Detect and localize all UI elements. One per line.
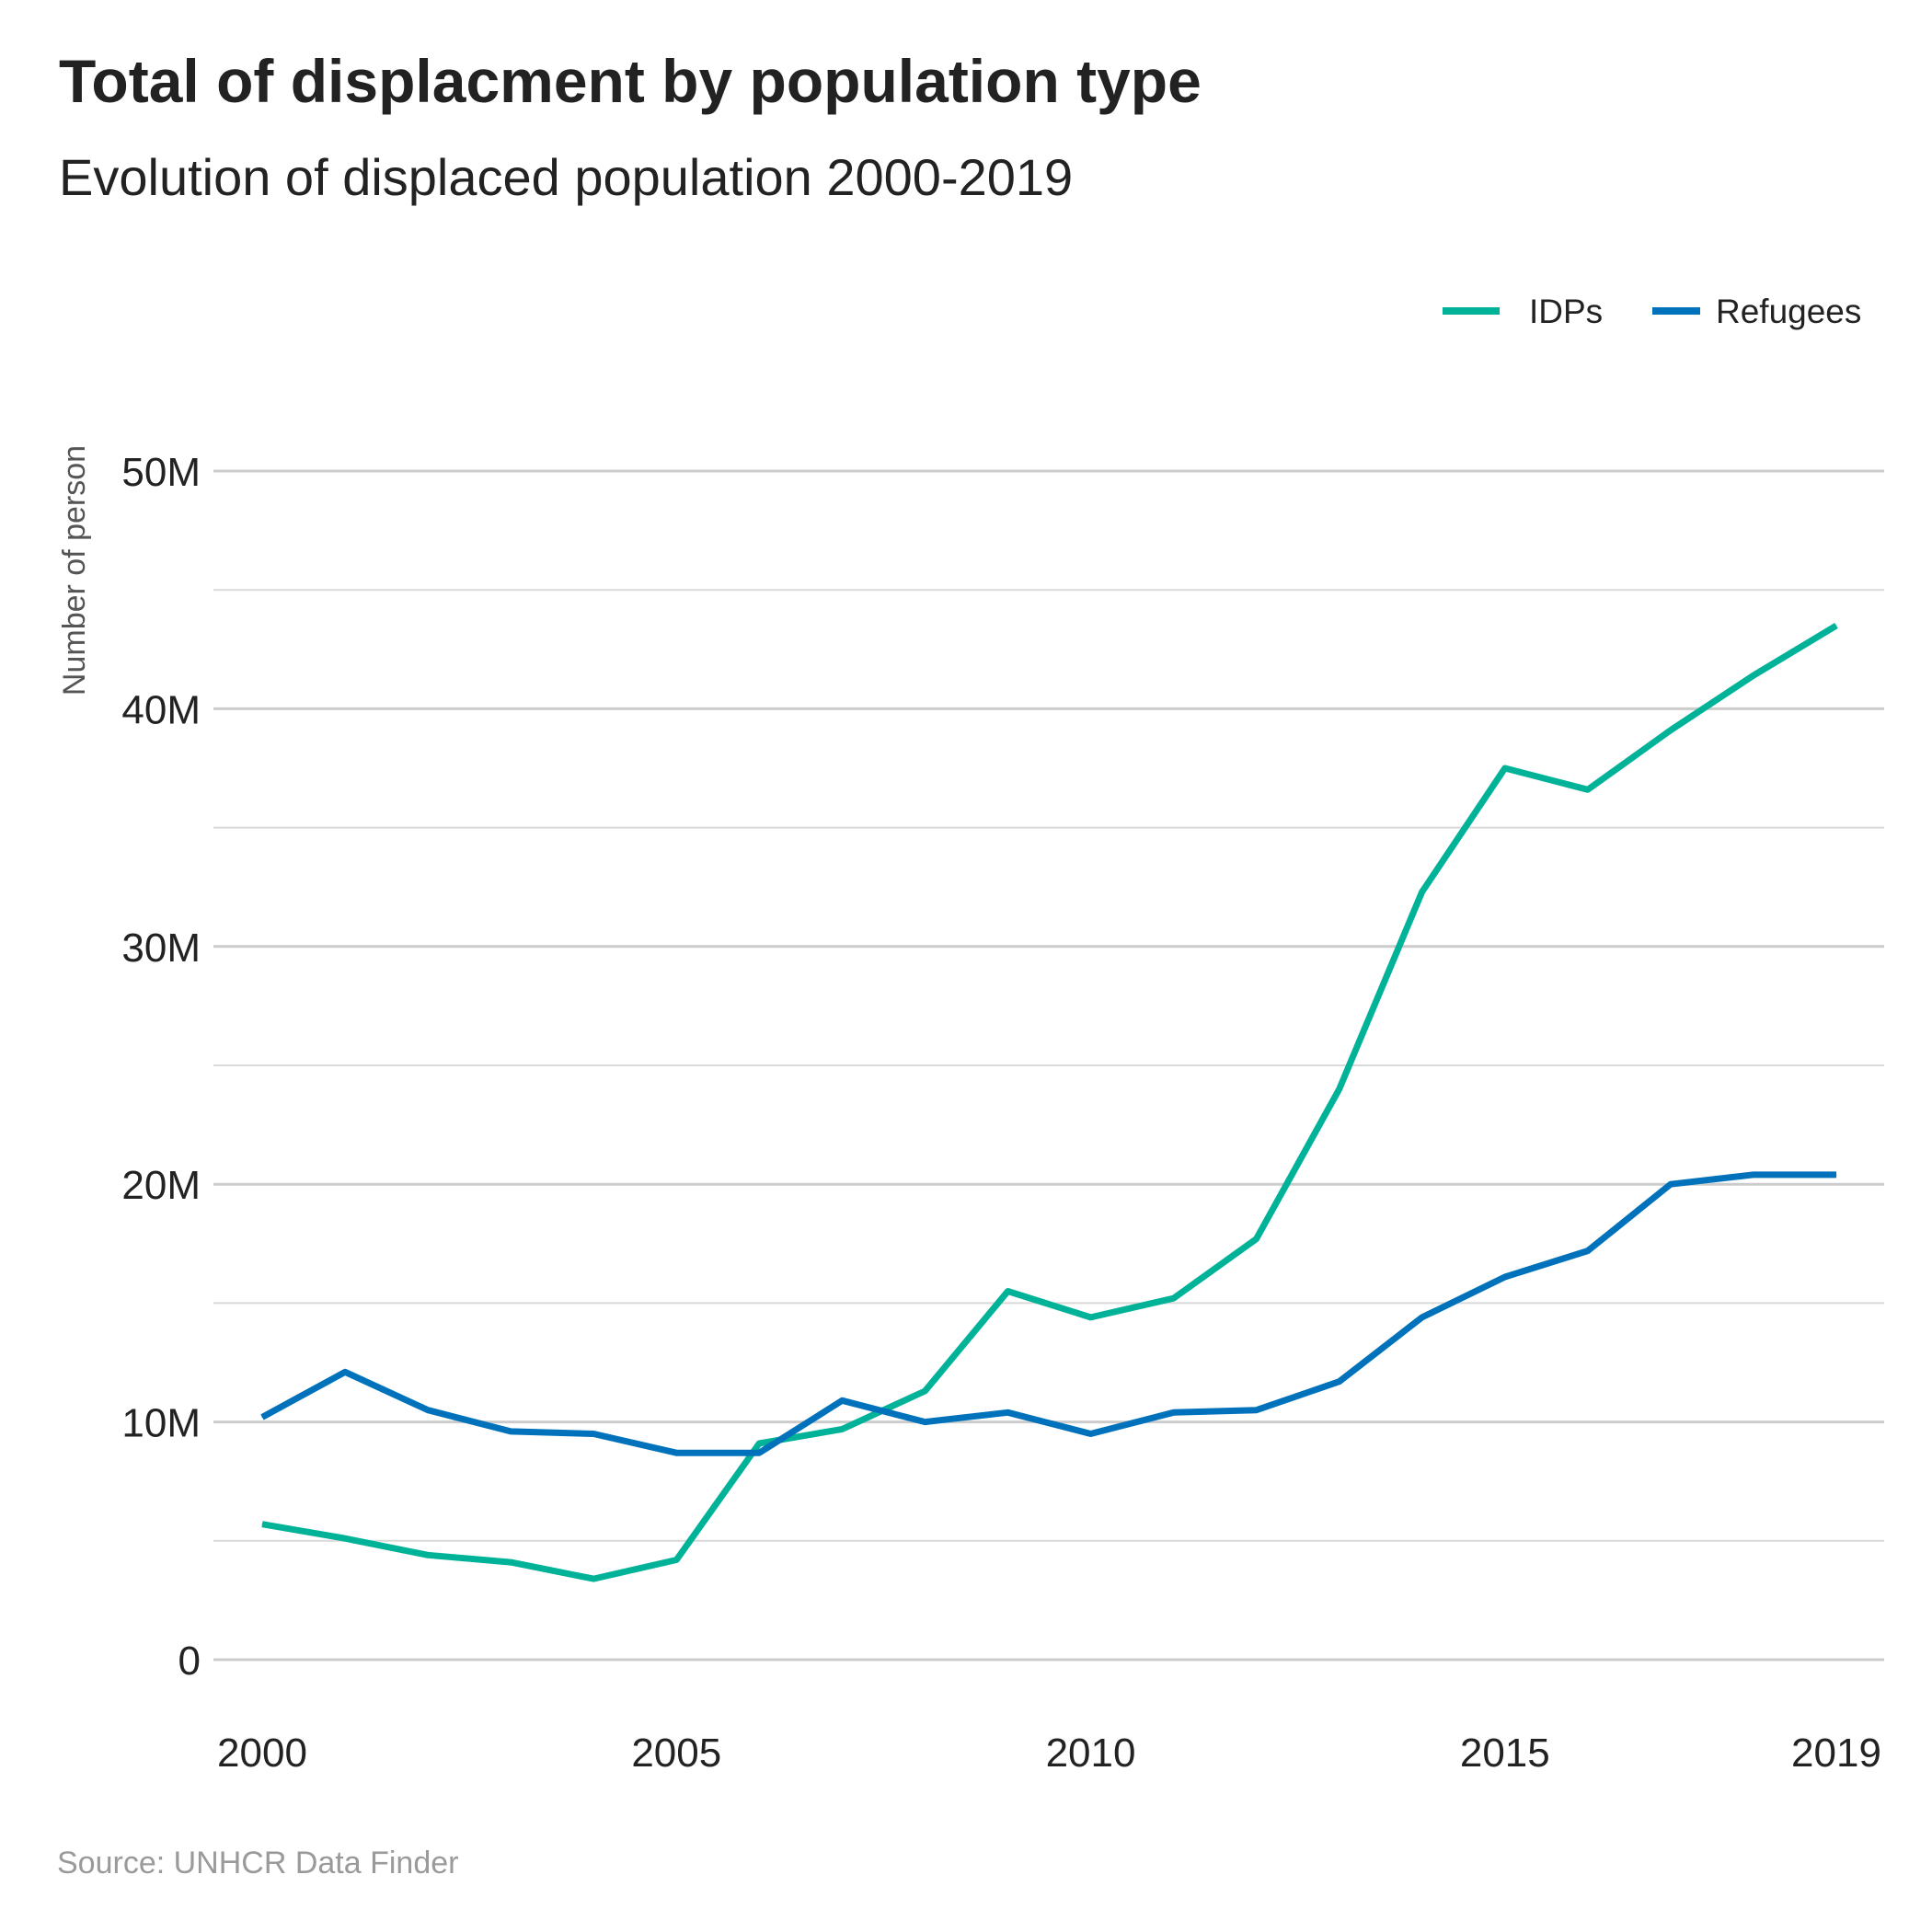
data-point-refugees bbox=[758, 1452, 760, 1454]
data-point-refugees bbox=[344, 1371, 346, 1373]
data-point-idps bbox=[841, 1428, 843, 1430]
data-point-refugees bbox=[1173, 1411, 1175, 1413]
data-point-refugees bbox=[1587, 1250, 1589, 1252]
data-point-idps bbox=[592, 1578, 594, 1580]
data-point-refugees bbox=[1670, 1183, 1672, 1185]
y-tick-label: 0 bbox=[178, 1639, 201, 1684]
data-point-idps bbox=[1421, 891, 1423, 892]
data-point-idps bbox=[1753, 674, 1754, 676]
data-point-refugees bbox=[1006, 1411, 1008, 1413]
y-tick-label: 40M bbox=[121, 687, 201, 732]
data-point-refugees bbox=[1504, 1276, 1506, 1278]
data-point-idps bbox=[1173, 1297, 1175, 1299]
series-line-refugees bbox=[260, 1171, 1836, 1456]
data-point-idps bbox=[1587, 788, 1589, 790]
data-point-idps bbox=[1504, 767, 1506, 769]
data-point-idps bbox=[1835, 625, 1837, 627]
source-note: Source: UNHCR Data Finder bbox=[57, 1846, 459, 1880]
chart-subtitle: Evolution of displaced population 2000-2… bbox=[59, 148, 1074, 206]
x-tick-label: 2000 bbox=[217, 1731, 307, 1776]
y-axis-title: Number of person bbox=[57, 445, 92, 696]
legend-label-idps: IDPs bbox=[1529, 293, 1603, 330]
data-point-refugees bbox=[841, 1399, 843, 1401]
legend-label-refugees: Refugees bbox=[1716, 293, 1861, 330]
data-point-refugees bbox=[510, 1431, 512, 1432]
data-point-refugees bbox=[1339, 1381, 1340, 1383]
y-tick-label: 10M bbox=[121, 1401, 201, 1446]
y-tick-label: 20M bbox=[121, 1163, 201, 1208]
data-point-idps bbox=[344, 1537, 346, 1539]
data-point-refugees bbox=[261, 1416, 263, 1418]
data-point-idps bbox=[510, 1561, 512, 1563]
series-line-idps bbox=[261, 623, 1838, 1582]
y-tick-label: 50M bbox=[121, 450, 201, 495]
data-point-idps bbox=[1256, 1238, 1258, 1240]
legend: IDPs Refugees bbox=[1443, 293, 1861, 330]
x-tick-label: 2005 bbox=[631, 1731, 721, 1776]
data-point-idps bbox=[427, 1554, 429, 1556]
data-point-refugees bbox=[592, 1433, 594, 1435]
x-axis-ticks: 2000 2005 2010 2015 2019 bbox=[217, 1731, 1881, 1776]
x-tick-label: 2010 bbox=[1046, 1731, 1136, 1776]
data-point-refugees bbox=[1835, 1174, 1837, 1176]
data-point-idps bbox=[1339, 1088, 1340, 1090]
chart-title: Total of displacment by population type bbox=[59, 47, 1202, 115]
x-tick-label: 2019 bbox=[1791, 1731, 1881, 1776]
data-point-refugees bbox=[1753, 1174, 1754, 1176]
data-point-refugees bbox=[1090, 1433, 1092, 1435]
data-point-refugees bbox=[675, 1452, 677, 1454]
gridlines bbox=[213, 469, 1884, 1662]
x-tick-label: 2015 bbox=[1460, 1731, 1550, 1776]
data-point-refugees bbox=[1256, 1409, 1258, 1411]
data-point-refugees bbox=[427, 1409, 429, 1411]
y-axis-ticks: 0 10M 20M 30M 40M 50M bbox=[121, 450, 201, 1684]
data-point-idps bbox=[1006, 1290, 1008, 1292]
series-lines bbox=[260, 623, 1838, 1582]
data-point-idps bbox=[675, 1558, 677, 1560]
y-tick-label: 30M bbox=[121, 926, 201, 971]
data-point-idps bbox=[924, 1390, 926, 1392]
data-point-refugees bbox=[924, 1421, 926, 1423]
